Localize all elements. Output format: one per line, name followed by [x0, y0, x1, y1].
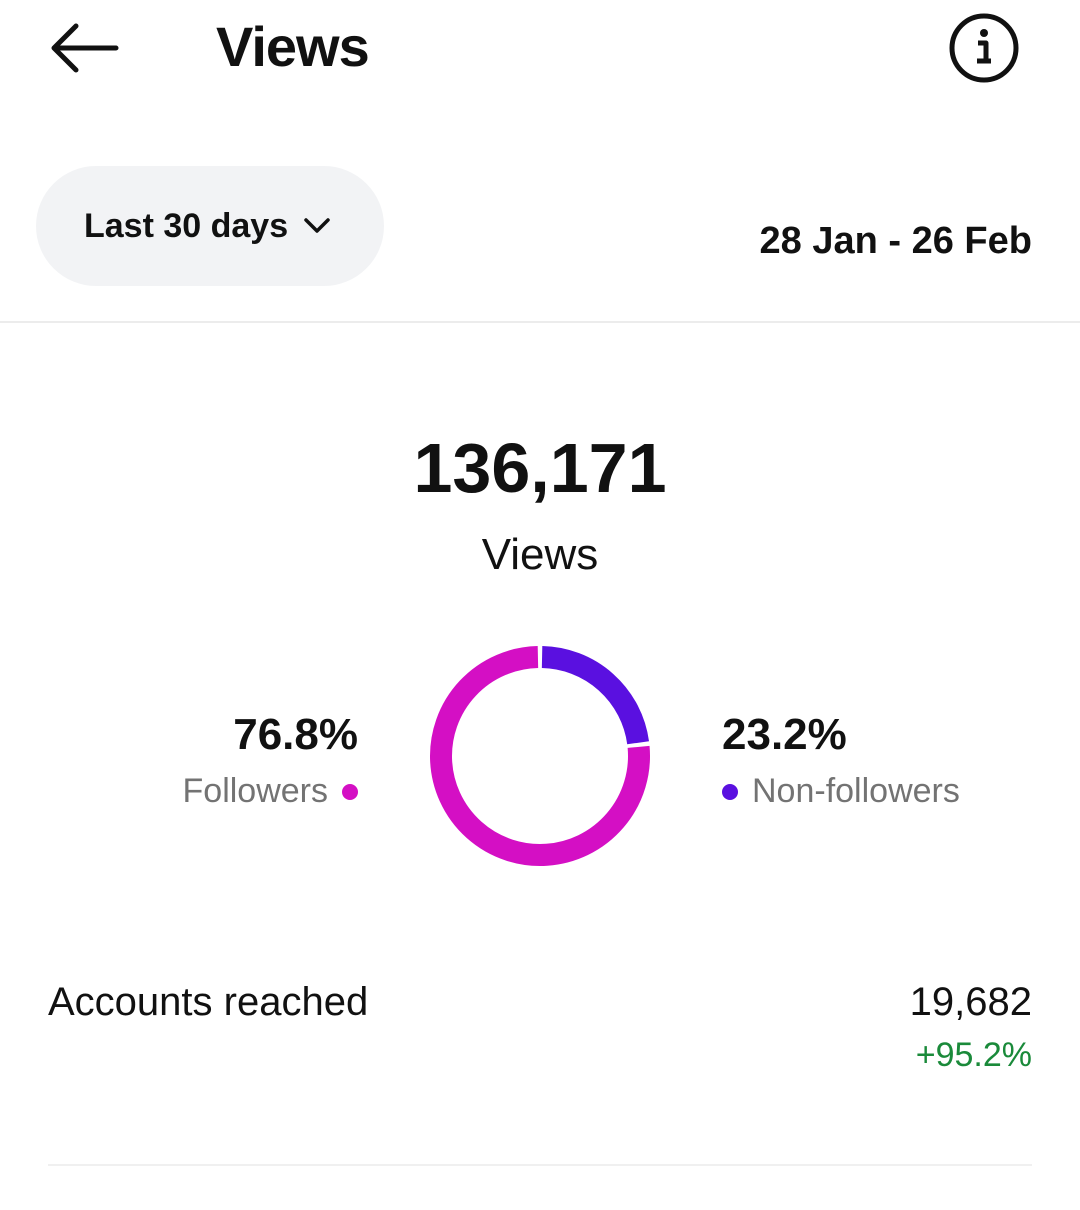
accounts-reached-label: Accounts reached — [48, 980, 369, 1024]
chevron-down-icon — [304, 218, 330, 233]
total-views: 136,171 — [413, 429, 667, 507]
followers-legend: Followers — [183, 772, 358, 811]
donut-slice-non-followers — [541, 646, 650, 745]
accounts-reached-change: +95.2% — [915, 1036, 1032, 1074]
followers-dot-icon — [342, 783, 358, 800]
non-followers-dot-icon — [722, 783, 738, 800]
views-donut-chart — [430, 646, 650, 866]
followers-label: Followers — [182, 772, 328, 810]
arrow-left-icon — [51, 23, 119, 73]
non-followers-percent: 23.2% — [722, 710, 847, 759]
info-button[interactable] — [948, 12, 1020, 84]
divider — [0, 321, 1080, 323]
date-range-text: 28 Jan - 26 Feb — [759, 220, 1032, 262]
info-icon — [949, 13, 1019, 83]
divider — [48, 1164, 1032, 1166]
date-range-label: Last 30 days — [84, 206, 289, 245]
accounts-reached-value: 19,682 — [909, 980, 1032, 1024]
total-views-label: Views — [481, 530, 599, 579]
page-title: Views — [216, 15, 370, 78]
followers-percent: 76.8% — [233, 710, 358, 759]
back-button[interactable] — [48, 20, 120, 76]
non-followers-label: Non-followers — [752, 772, 960, 810]
non-followers-legend: Non-followers — [722, 772, 960, 811]
donut-slice-followers — [430, 646, 650, 866]
date-range-dropdown[interactable]: Last 30 days — [36, 166, 384, 286]
